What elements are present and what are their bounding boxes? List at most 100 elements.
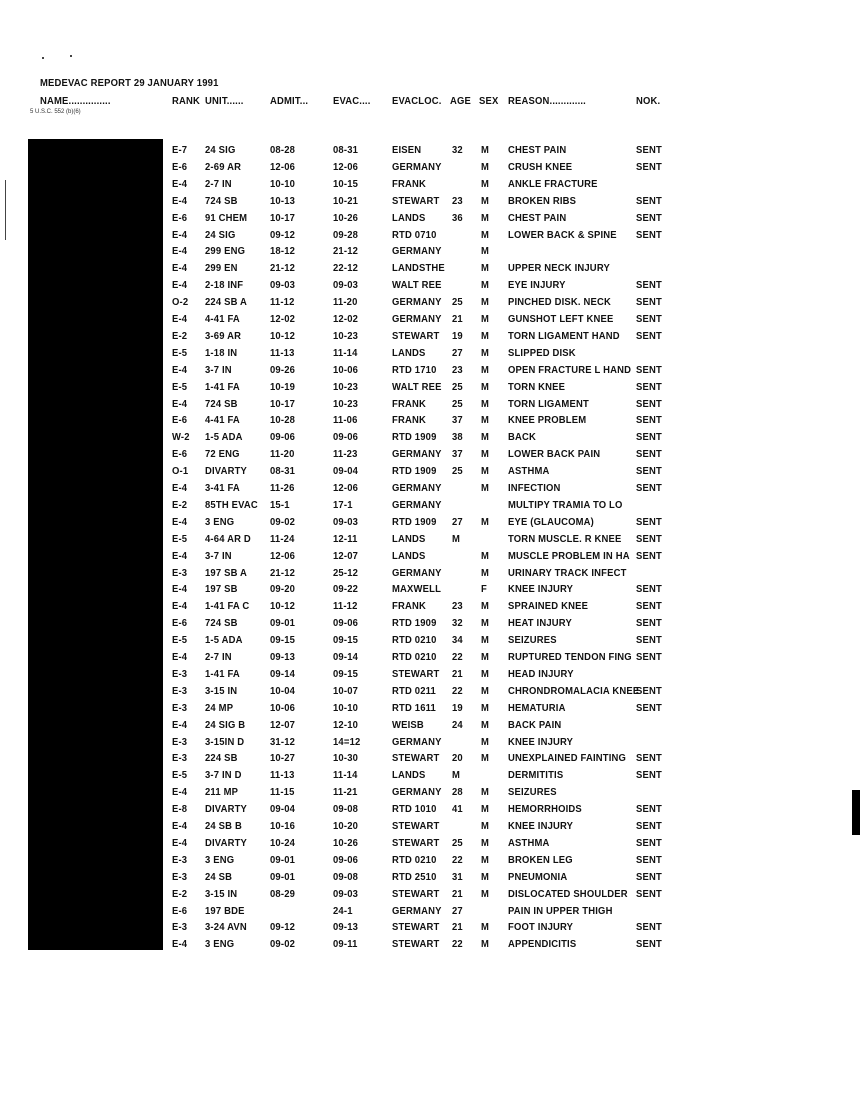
cell-reason: ASTHMA: [508, 836, 550, 849]
cell-rank: E-4: [172, 228, 188, 241]
cell-admit: 10-28: [270, 414, 296, 427]
cell-unit: 3-15 IN: [205, 887, 238, 900]
cell-evacloc: RTD 1909: [392, 617, 437, 630]
cell-evacloc: RTD 1909: [392, 465, 437, 478]
cell-admit: 09-03: [270, 279, 296, 292]
cell-rank: E-4: [172, 177, 188, 190]
cell-sex: M: [481, 211, 490, 224]
cell-age: 21: [452, 313, 463, 325]
cell-age: 20: [452, 752, 463, 765]
table-row: E-4 2-7 IN 09-13 09-14 RTD 0210 22 M RUPTURED T…: [0, 651, 864, 668]
cell-rank: E-3: [172, 921, 188, 934]
cell-evac: 10-21: [333, 194, 359, 207]
cell-sex: M: [481, 617, 490, 630]
cell-rank: E-3: [172, 684, 188, 697]
cell-nok: SENT: [636, 431, 662, 444]
cell-rank: E-5: [172, 634, 188, 647]
cell-evacloc: STEWART: [392, 887, 440, 900]
cell-rank: E-2: [172, 498, 188, 511]
table-row: E-8 DIVARTY 09-04 09-08 RTD 1010 41 M HEMORRHOI…: [0, 803, 864, 820]
cell-evacloc: RTD 1710: [392, 363, 437, 376]
header-reason: REASON.............: [508, 95, 586, 107]
cell-admit: 12-02: [270, 313, 296, 325]
cell-evacloc: LANDS: [392, 769, 426, 782]
cell-evac: 11-12: [333, 600, 358, 613]
cell-sex: M: [481, 279, 490, 292]
cell-evacloc: MAXWELL: [392, 583, 442, 596]
cell-unit: 724 SB: [205, 397, 238, 410]
cell-sex: M: [481, 329, 490, 342]
cell-unit: 299 ENG: [205, 245, 246, 258]
cell-unit: 24 SB: [205, 870, 233, 883]
table-row: E-6 724 SB 09-01 09-06 RTD 1909 32 M HEAT INJUR…: [0, 617, 864, 634]
cell-reason: CHEST PAIN: [508, 144, 567, 156]
cell-evacloc: GERMANY: [392, 904, 442, 917]
cell-rank: E-8: [172, 803, 188, 816]
cell-rank: E-3: [172, 566, 188, 579]
table-row: E-4 1-41 FA C 10-12 11-12 FRANK 23 M SPRAINED K…: [0, 600, 864, 617]
cell-sex: M: [481, 515, 490, 528]
table-row: E-4 724 SB 10-17 10-23 FRANK 25 M TORN LIGAMENT…: [0, 398, 864, 415]
cell-sex: M: [481, 887, 490, 900]
header-name: NAME...............: [40, 95, 111, 107]
cell-reason: TORN KNEE: [508, 380, 566, 393]
cell-nok: SENT: [636, 532, 662, 545]
cell-evac: 12-07: [333, 549, 359, 562]
header-nok: NOK.: [636, 95, 661, 107]
cell-reason: EYE (GLAUCOMA): [508, 515, 594, 528]
cell-age: 21: [452, 887, 463, 900]
cell-rank: E-4: [172, 549, 188, 562]
cell-admit: 09-15: [270, 634, 296, 647]
cell-admit: 10-17: [270, 211, 296, 224]
cell-evacloc: GERMANY: [392, 786, 442, 799]
cell-admit: 10-17: [270, 397, 296, 410]
cell-reason: DISLOCATED SHOULDER: [508, 887, 628, 900]
cell-evac: 12-06: [333, 160, 359, 173]
cell-rank: E-4: [172, 820, 188, 832]
cell-evac: 08-31: [333, 144, 359, 156]
cell-reason: BACK PAIN: [508, 718, 562, 731]
cell-evacloc: STEWART: [392, 329, 440, 342]
cell-reason: KNEE PROBLEM: [508, 414, 587, 427]
cell-unit: 197 BDE: [205, 904, 245, 917]
cell-nok: SENT: [636, 853, 662, 866]
cell-admit: 10-10: [270, 177, 296, 190]
header-rank: RANK: [172, 95, 201, 107]
cell-evacloc: WEISB: [392, 718, 424, 731]
cell-reason: PAIN IN UPPER THIGH: [508, 904, 613, 917]
cell-nok: SENT: [636, 820, 662, 832]
cell-evacloc: GERMANY: [392, 313, 442, 325]
cell-admit: 08-29: [270, 887, 296, 900]
cell-reason: RUPTURED TENDON FING: [508, 651, 632, 663]
cell-admit: 10-12: [270, 329, 296, 342]
cell-sex: M: [481, 177, 490, 190]
cell-rank: E-6: [172, 617, 188, 630]
cell-sex: M: [481, 803, 490, 816]
cell-admit: 12-06: [270, 160, 296, 173]
table-row: E-3 3-15 IN 10-04 10-07 RTD 0211 22 M CHRONDROM…: [0, 685, 864, 702]
cell-nok: SENT: [636, 617, 662, 630]
cell-admit: 11-20: [270, 448, 295, 461]
cell-age: 22: [452, 853, 463, 866]
cell-age: 27: [452, 515, 463, 528]
cell-admit: 09-20: [270, 583, 296, 596]
cell-reason: URINARY TRACK INFECT: [508, 566, 627, 579]
cell-reason: ANKLE FRACTURE: [508, 177, 598, 190]
cell-unit: 4-41 FA: [205, 414, 240, 427]
cell-sex: M: [481, 921, 490, 934]
cell-reason: HEAD INJURY: [508, 667, 574, 680]
cell-evac: 10-23: [333, 397, 359, 410]
cell-rank: E-4: [172, 836, 188, 849]
cell-rank: E-4: [172, 194, 188, 207]
cell-sex: M: [481, 363, 490, 376]
cell-rank: E-3: [172, 870, 188, 883]
cell-admit: 09-04: [270, 803, 296, 816]
cell-admit: 09-01: [270, 853, 296, 866]
cell-reason: HEMORRHOIDS: [508, 803, 582, 816]
cell-evac: 11-23: [333, 448, 358, 461]
cell-admit: 10-12: [270, 600, 296, 613]
table-row: E-5 1-41 FA 10-19 10-23 WALT REE 25 M TORN KNEE…: [0, 381, 864, 398]
header-admit: ADMIT...: [270, 95, 309, 107]
cell-age: 25: [452, 397, 463, 410]
cell-unit: 3-15IN D: [205, 735, 245, 748]
